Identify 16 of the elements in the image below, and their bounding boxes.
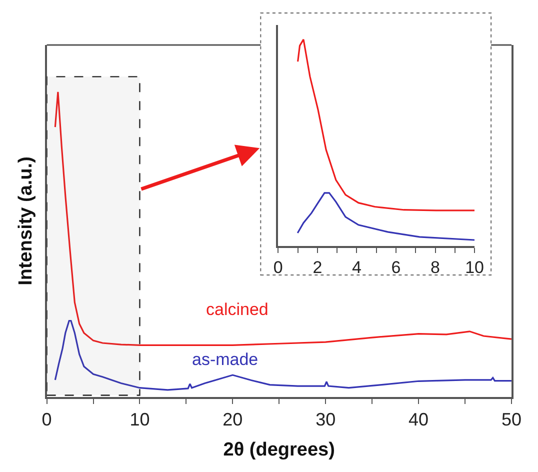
x-tick-label: 0 bbox=[273, 258, 283, 278]
x-tick-label: 0 bbox=[42, 409, 52, 430]
x-tick-label: 2 bbox=[312, 258, 322, 278]
x-tick-label: 6 bbox=[391, 258, 401, 278]
x-tick-label: 10 bbox=[465, 258, 484, 278]
x-tick-label: 40 bbox=[408, 409, 429, 430]
series-label: as-made bbox=[192, 350, 258, 369]
x-axis-title: 2θ (degrees) bbox=[223, 440, 335, 461]
x-tick-label: 20 bbox=[222, 409, 243, 430]
x-tick-label: 30 bbox=[316, 409, 336, 430]
y-axis-title: Intensity (a.u.) bbox=[15, 156, 36, 286]
series-label: calcined bbox=[206, 300, 268, 319]
x-tick-label: 4 bbox=[352, 258, 362, 278]
x-tick-label: 10 bbox=[130, 409, 150, 430]
x-tick-label: 50 bbox=[501, 409, 522, 430]
x-tick-label: 8 bbox=[430, 258, 440, 278]
